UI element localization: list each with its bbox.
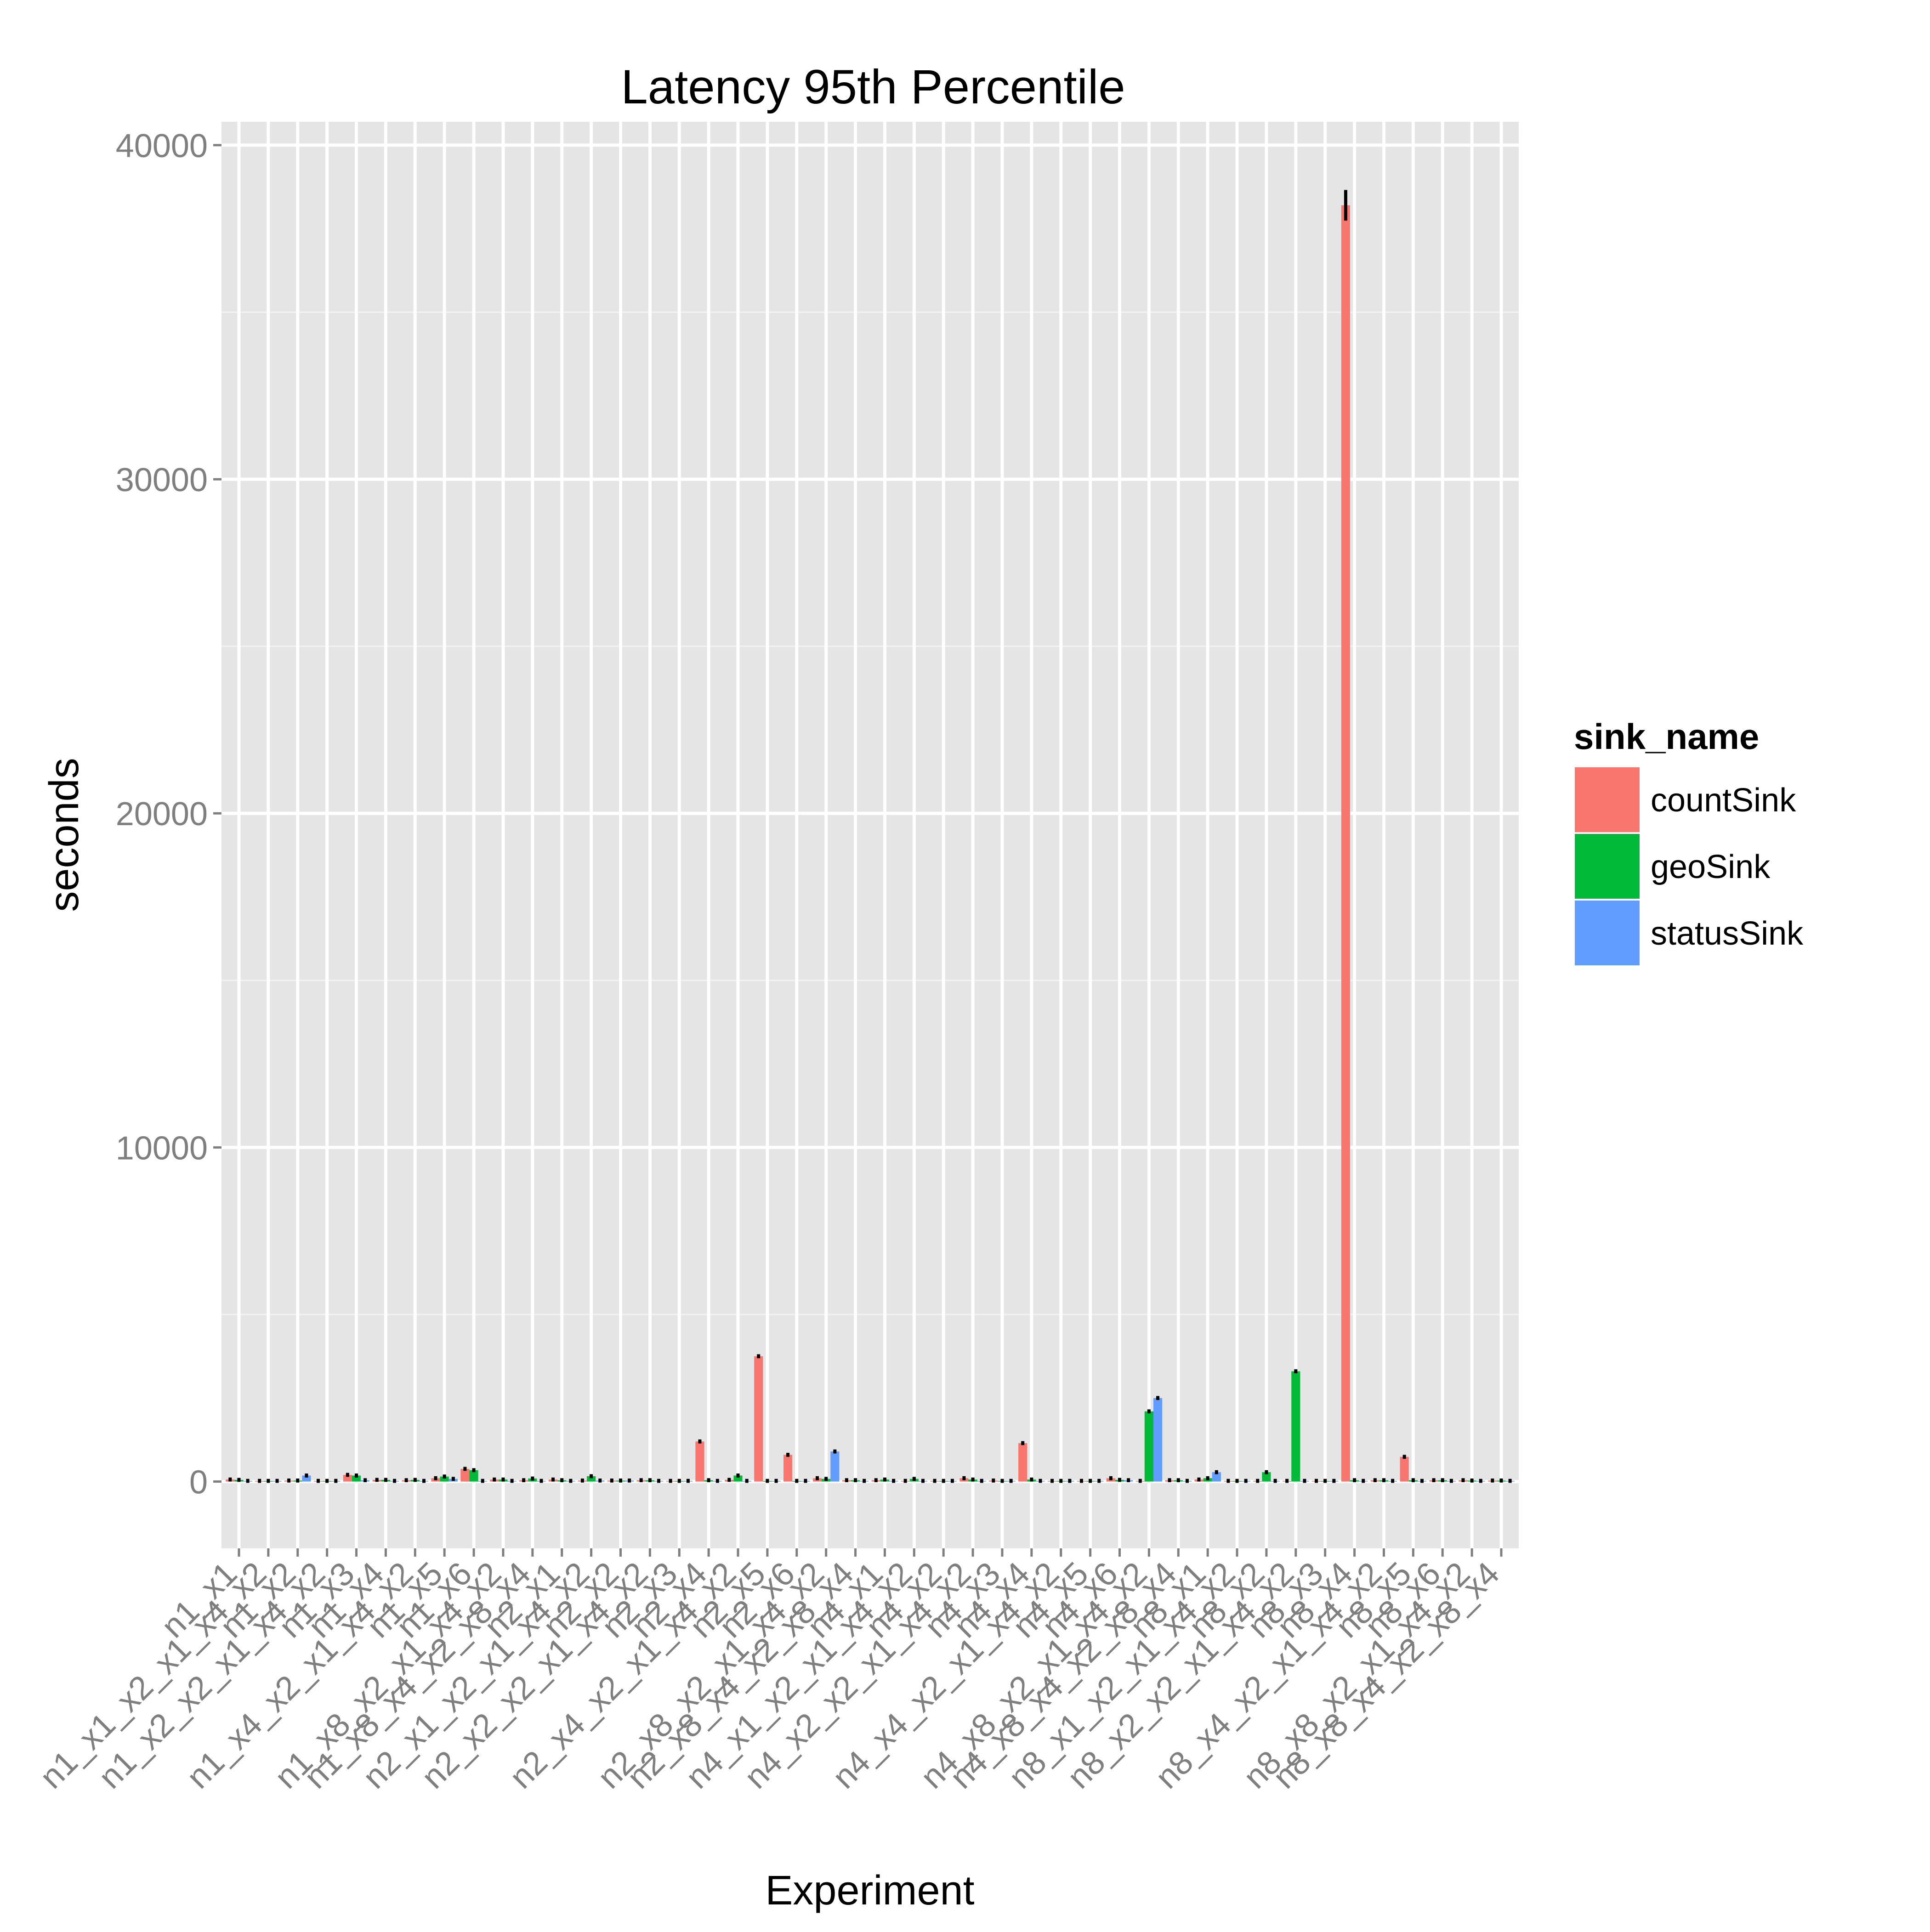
bar-statusSink xyxy=(830,1451,840,1482)
grid-layer xyxy=(221,122,1519,1548)
bar-countSink xyxy=(343,1475,352,1482)
bar-countSink xyxy=(1018,1443,1027,1482)
bar-countSink xyxy=(754,1356,763,1482)
legend-label: countSink xyxy=(1651,782,1796,819)
bar-countSink xyxy=(783,1455,793,1482)
bar-geoSink xyxy=(587,1476,596,1482)
y-tick-label: 0 xyxy=(189,1464,208,1501)
y-tick-label: 20000 xyxy=(116,796,208,833)
legend-label: statusSink xyxy=(1651,915,1804,952)
bar-geoSink xyxy=(733,1475,743,1482)
legend-swatch-statusSink xyxy=(1575,901,1640,965)
bar-geoSink xyxy=(1144,1411,1153,1482)
bar-geoSink xyxy=(352,1475,361,1482)
bar-statusSink xyxy=(1153,1398,1163,1482)
errorbars-layer xyxy=(228,190,1512,1483)
y-axis: 0 10000 20000 30000 40000 xyxy=(116,128,221,1501)
x-axis: n1_x1n1_x1_x2_x1_x4_x2n1_x2n1_x2_x2_x1_x… xyxy=(33,1548,1506,1796)
bar-countSink xyxy=(1341,205,1350,1482)
legend-swatch-geoSink xyxy=(1575,834,1640,899)
bar-countSink xyxy=(1400,1456,1409,1482)
bar-countSink xyxy=(460,1468,470,1482)
y-tick-label: 40000 xyxy=(116,128,208,164)
legend: sink_name countSink geoSink statusSink xyxy=(1573,716,1804,967)
legend-label: geoSink xyxy=(1651,849,1771,885)
y-tick-label: 10000 xyxy=(116,1130,208,1167)
bar-geoSink xyxy=(1262,1472,1271,1482)
legend-swatch-countSink xyxy=(1575,767,1640,832)
bar-countSink xyxy=(695,1441,704,1482)
bar-geoSink xyxy=(469,1470,478,1482)
x-axis-title: Experiment xyxy=(765,1868,974,1914)
y-axis-title: seconds xyxy=(41,758,87,912)
plot-panel xyxy=(221,122,1519,1548)
bar-geoSink xyxy=(440,1476,449,1482)
legend-items: countSink geoSink statusSink xyxy=(1573,765,1804,967)
bar-statusSink xyxy=(302,1475,311,1482)
legend-title: sink_name xyxy=(1574,716,1759,757)
chart-title: Latency 95th Percentile xyxy=(621,60,1125,114)
bar-geoSink xyxy=(1291,1371,1300,1482)
y-tick-label: 30000 xyxy=(116,462,208,499)
bar-statusSink xyxy=(1212,1472,1221,1482)
